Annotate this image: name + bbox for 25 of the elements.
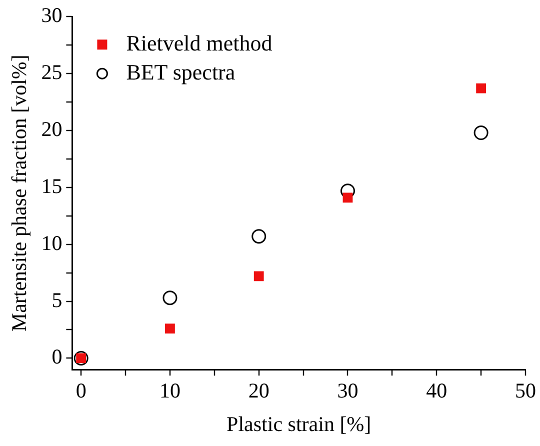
point [474, 126, 488, 140]
x-tick-label: 20 [248, 378, 270, 403]
x-tick-label: 10 [159, 378, 180, 403]
legend-label: Rietveld method [126, 30, 272, 56]
x-tick-label: 40 [426, 378, 448, 403]
x-tick-label: 50 [515, 378, 536, 403]
point [342, 192, 353, 203]
point [476, 83, 486, 94]
y-tick-label: 5 [52, 288, 62, 312]
point [252, 229, 266, 244]
point [254, 271, 264, 282]
point [162, 290, 178, 306]
x-tick-label: 30 [337, 378, 358, 403]
x-axis-title: Plastic strain [%] [226, 412, 372, 436]
y-tick-label: 20 [41, 116, 62, 141]
x-tick-label: 0 [76, 378, 86, 403]
y-tick-label: 25 [41, 60, 62, 84]
y-tick-label: 10 [41, 230, 62, 255]
y-axis-title: Martensite phase fraction [vol%] [7, 54, 32, 332]
y-tick-label: 15 [41, 174, 62, 198]
point [165, 324, 175, 334]
point [340, 184, 355, 198]
y-tick-label: 0 [52, 344, 62, 369]
legend-label: BET spectra [126, 59, 236, 84]
y-tick-label: 30 [41, 3, 62, 28]
